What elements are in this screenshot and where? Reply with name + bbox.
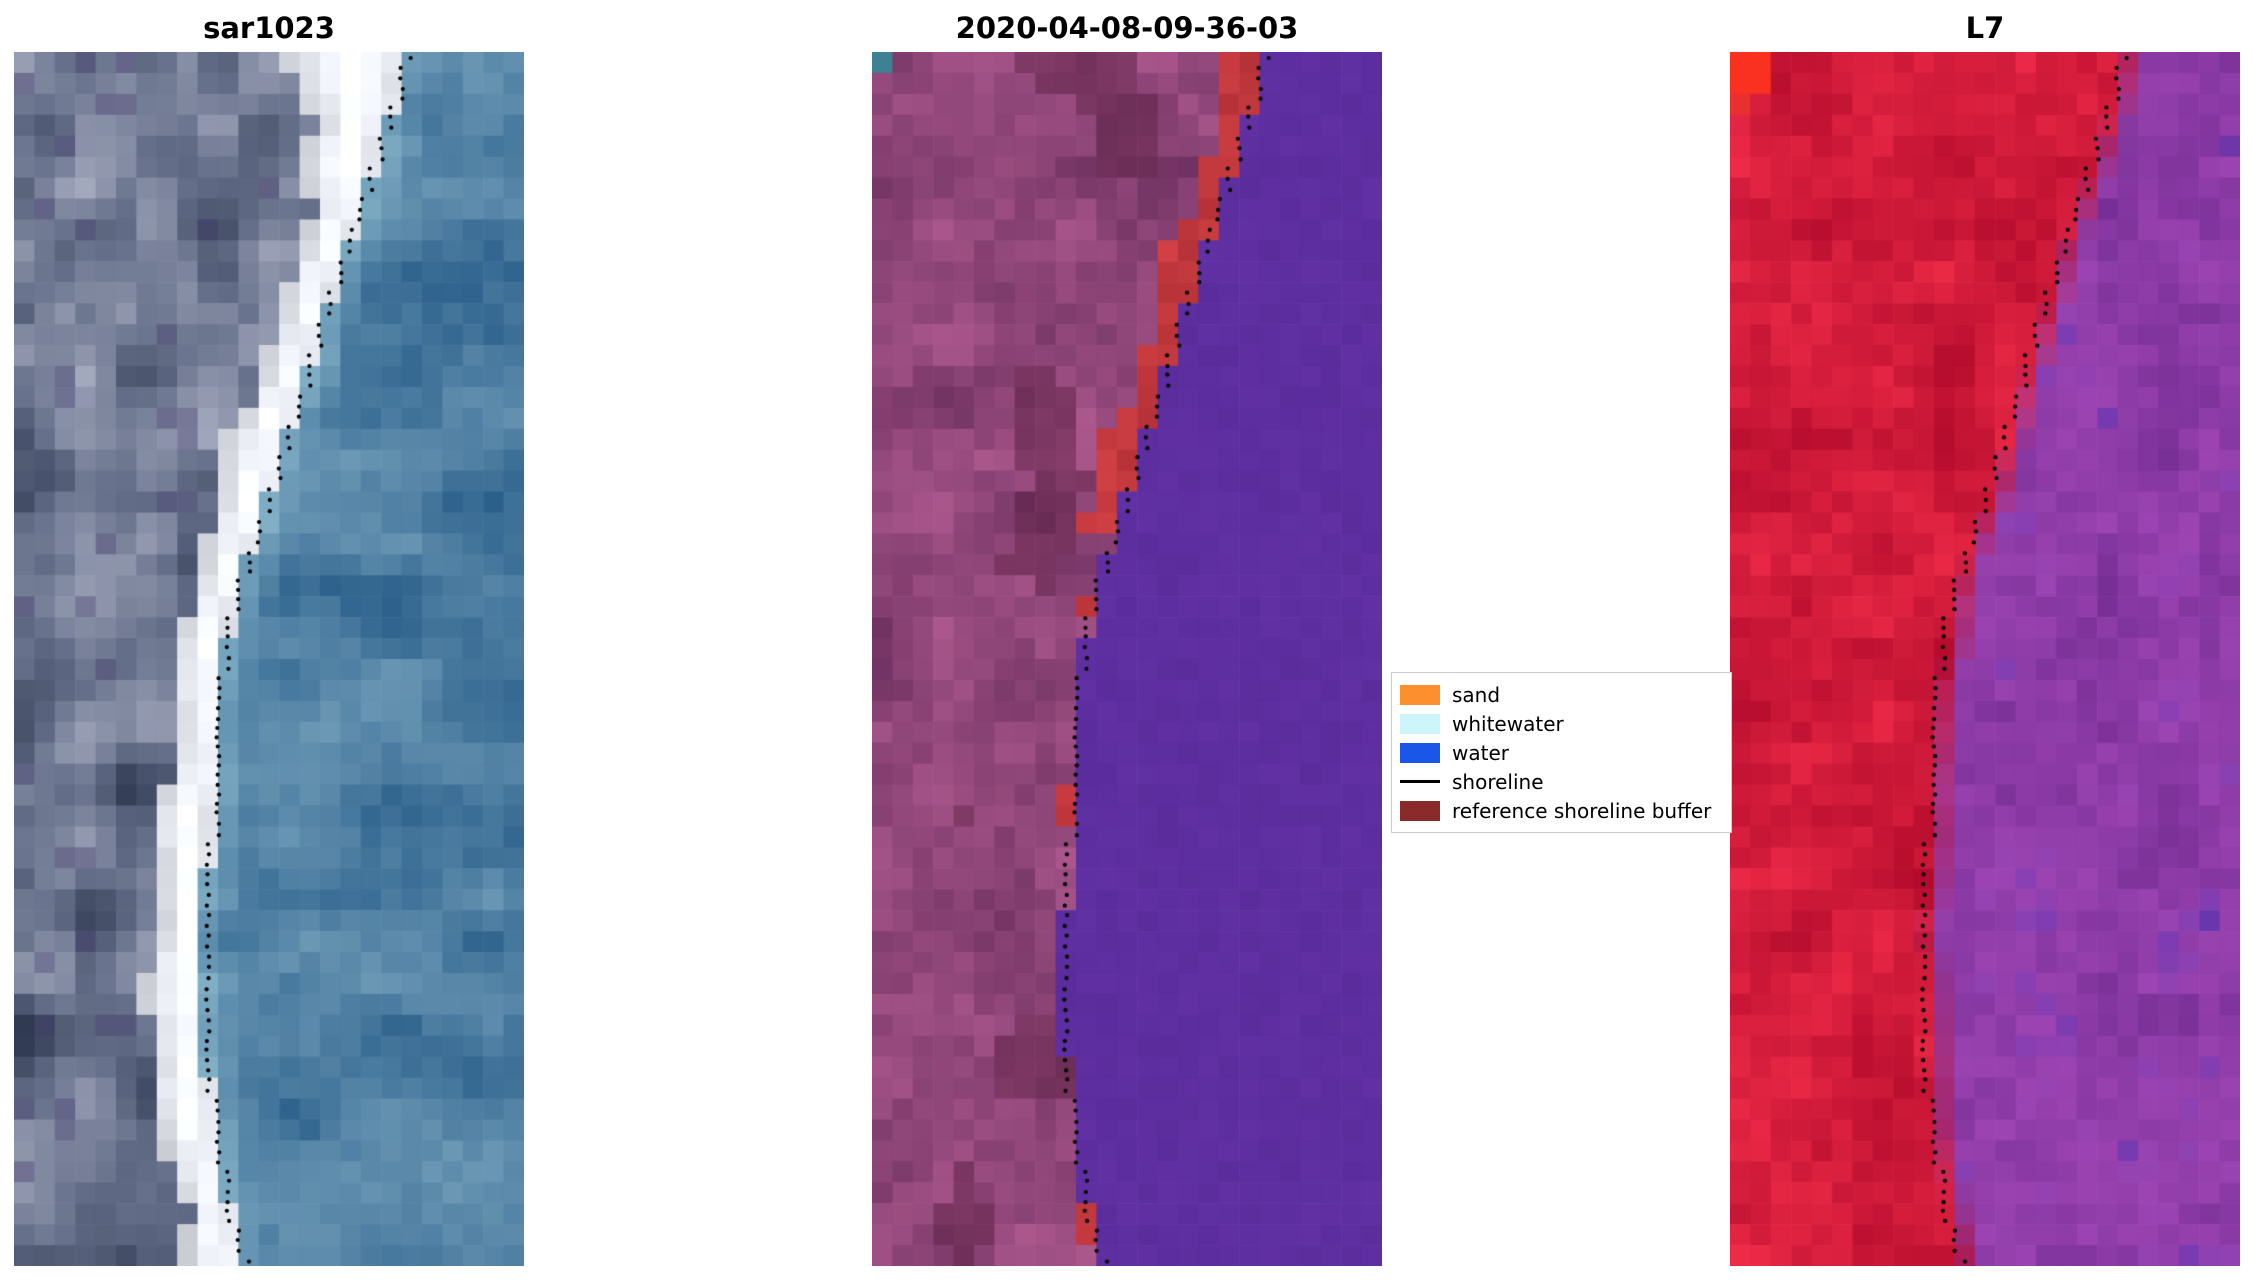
legend-color-swatch [1400,800,1440,821]
panel-title-sar1023: sar1023 [203,11,335,45]
panel-title-classification-date: 2020-04-08-09-36-03 [955,11,1299,45]
legend-item-water: water [1400,738,1723,767]
legend-item-shoreline: shoreline [1400,767,1723,796]
legend-color-swatch [1400,742,1440,763]
legend-item-reference-shoreline-buffer: reference shoreline buffer [1400,796,1723,825]
l7-image [1730,52,2240,1266]
shoreline-line-sample [1400,780,1440,783]
legend-label: sand [1452,682,1501,707]
legend-color-swatch [1400,713,1440,734]
legend-label: whitewater [1452,711,1564,736]
legend-item-sand: sand [1400,680,1723,709]
legend-label: reference shoreline buffer [1452,798,1712,823]
legend-line-swatch [1400,772,1440,792]
legend-label: shoreline [1452,769,1544,794]
legend: sand whitewater water shoreline reference sh… [1391,672,1732,833]
legend-label: water [1452,740,1509,765]
legend-color-swatch [1400,684,1440,705]
legend-item-whitewater: whitewater [1400,709,1723,738]
classification-image [872,52,1382,1266]
panel-title-l7: L7 [1965,11,2005,45]
sar1023-image [14,52,524,1266]
